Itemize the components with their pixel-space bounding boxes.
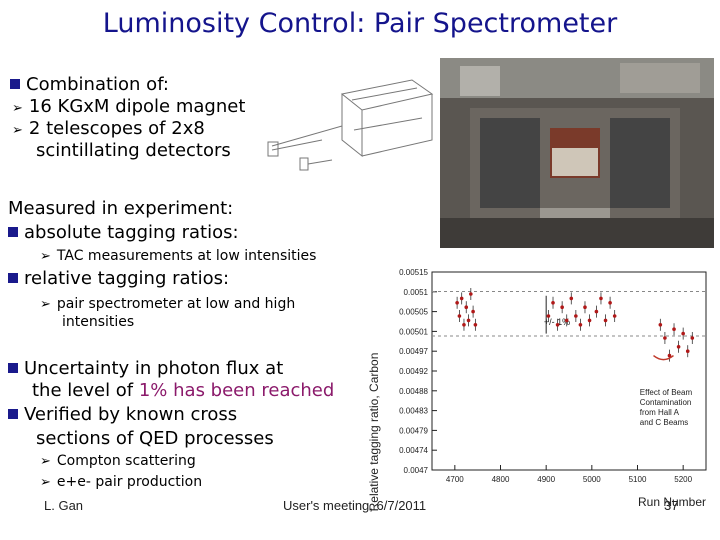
data-point [469,292,473,296]
data-point [672,327,676,331]
y-tick-label: 0.00501 [399,327,428,336]
arrow-bullet-icon: ➢ [40,297,51,312]
arrow-bullet-icon: ➢ [12,101,23,116]
data-point [690,336,695,340]
qed-sub: ➢ Compton scattering [40,453,196,469]
y-tick-label: 0.0047 [404,466,429,475]
checkbox-bullet-icon [8,409,18,419]
uncertainty-line: Uncertainty in photon flux at [8,358,283,380]
arrow-bullet-icon: ➢ [40,454,51,469]
y-tick-label: 0.00515 [399,268,428,277]
data-point [569,296,574,301]
y-tick-label: 0.00505 [399,308,428,317]
x-axis-label: Run Number [638,495,706,509]
arrow-bullet-icon: ➢ [40,475,51,490]
band-label: +/- 1% [544,317,570,327]
checkbox-bullet-icon [8,273,18,283]
data-point [551,301,555,305]
intro-item: scintillating detectors [36,140,231,161]
slide-title: Luminosity Control: Pair Spectrometer [102,8,618,39]
absolute-sub: ➢ TAC measurements at low intensities [40,248,317,264]
data-point [578,323,583,327]
checkbox-bullet-icon [8,363,18,373]
data-point [583,305,587,309]
annotation-note: from Hall A [640,408,680,417]
contamination-brace [653,355,674,361]
y-tick-label: 0.00483 [399,407,428,416]
spectrometer-photo [440,58,714,248]
data-point [587,318,592,323]
annotation-note: Effect of Beam [640,388,693,397]
data-point [462,323,466,327]
x-tick-label: 5000 [583,475,601,484]
spectrometer-schematic [267,79,434,171]
relative-ratios: relative tagging ratios: [8,268,229,290]
data-point [457,314,462,318]
data-point [473,323,478,327]
footer-meeting: User's meeting, 6/7/2011 [283,498,427,513]
uncertainty-line-2: the level of 1% has been reached [32,380,335,401]
data-point [455,301,459,305]
plot-area: 0.00515 0.0051 0.00505 0.00501 0.00497 0.0049… [399,268,707,484]
highlight-text: 1% has been reached [138,380,335,401]
data-point [546,314,551,318]
verified-line: Verified by known cross [8,404,237,426]
annotation-note: Contamination [640,398,692,407]
x-tick-label: 4800 [492,475,510,484]
data-point [599,296,603,301]
data-point [560,305,564,309]
intro-item: ➢ 16 KGxM dipole magnet [12,96,245,120]
data-point [564,318,569,323]
x-tick-label: 5100 [629,475,647,484]
y-tick-label: 0.00488 [399,387,428,396]
data-point [676,345,681,349]
absolute-ratios: absolute tagging ratios: [8,222,239,244]
data-point [594,309,599,314]
data-point [667,353,672,358]
data-point [681,331,685,336]
data-point [459,296,464,301]
relative-sub-cont: intensities [62,314,135,330]
measured-heading: Measured in experiment: [8,198,234,219]
data-point [612,314,617,318]
intro-item: ➢ 2 telescopes of 2x8 [12,118,205,142]
qed-sub: ➢ e+e- pair production [40,474,203,490]
y-tick-label: 0.0051 [404,288,429,297]
footer-author: L. Gan [44,498,84,513]
relative-sub: ➢ pair spectrometer at low and high [40,296,296,312]
data-point [658,323,663,327]
data-point [466,318,471,323]
data-point [608,301,612,305]
arrow-bullet-icon: ➢ [12,123,23,138]
arrow-bullet-icon: ➢ [40,249,51,264]
verified-line-2: sections of QED processes [36,428,274,449]
checkbox-bullet-icon [8,227,18,237]
y-tick-label: 0.00479 [399,426,428,435]
page-number: 37 [664,498,679,513]
data-point [471,309,475,314]
data-point [663,336,667,340]
data-point [464,305,469,309]
y-tick-label: 0.00474 [399,446,428,455]
tagging-ratio-chart: Relative tagging ratio, Carbon Run Numbe… [367,268,707,512]
annotation-note: and C Beams [640,418,688,427]
y-tick-label: 0.00492 [399,367,428,376]
y-tick-label: 0.00497 [399,347,428,356]
data-point [555,323,560,327]
x-tick-label: 4900 [537,475,555,484]
plot-frame [431,271,707,471]
x-tick-label: 4700 [446,475,464,484]
data-point [574,314,578,318]
y-axis-label: Relative tagging ratio, Carbon [367,353,381,512]
intro-heading: Combination of: [10,74,169,96]
data-point [603,318,608,323]
x-tick-label: 5200 [674,475,692,484]
data-point [685,349,690,353]
checkbox-bullet-icon [10,79,20,89]
